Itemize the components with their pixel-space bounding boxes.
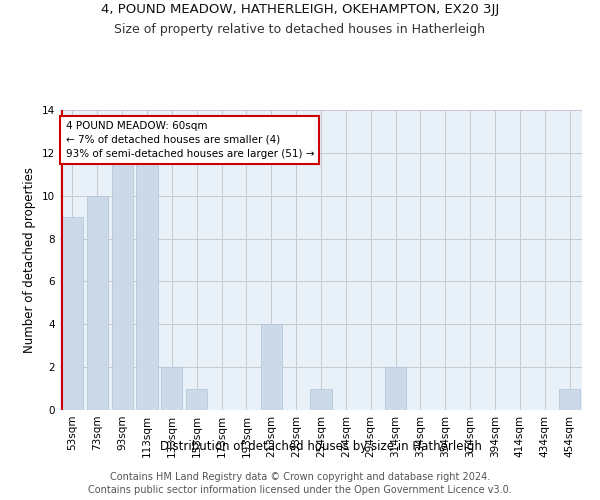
- Text: Contains HM Land Registry data © Crown copyright and database right 2024.: Contains HM Land Registry data © Crown c…: [110, 472, 490, 482]
- Text: Size of property relative to detached houses in Hatherleigh: Size of property relative to detached ho…: [115, 22, 485, 36]
- Text: Contains public sector information licensed under the Open Government Licence v3: Contains public sector information licen…: [88, 485, 512, 495]
- Bar: [136, 153, 158, 410]
- Text: Distribution of detached houses by size in Hatherleigh: Distribution of detached houses by size …: [160, 440, 482, 453]
- Bar: [186, 388, 207, 410]
- Text: 4 POUND MEADOW: 60sqm
← 7% of detached houses are smaller (4)
93% of semi-detach: 4 POUND MEADOW: 60sqm ← 7% of detached h…: [65, 120, 314, 158]
- Bar: [310, 388, 332, 410]
- Bar: [161, 367, 182, 410]
- Y-axis label: Number of detached properties: Number of detached properties: [23, 167, 37, 353]
- Bar: [62, 217, 83, 410]
- Bar: [385, 367, 406, 410]
- Bar: [559, 388, 580, 410]
- Bar: [261, 324, 282, 410]
- Bar: [112, 153, 133, 410]
- Text: 4, POUND MEADOW, HATHERLEIGH, OKEHAMPTON, EX20 3JJ: 4, POUND MEADOW, HATHERLEIGH, OKEHAMPTON…: [101, 2, 499, 16]
- Bar: [87, 196, 108, 410]
